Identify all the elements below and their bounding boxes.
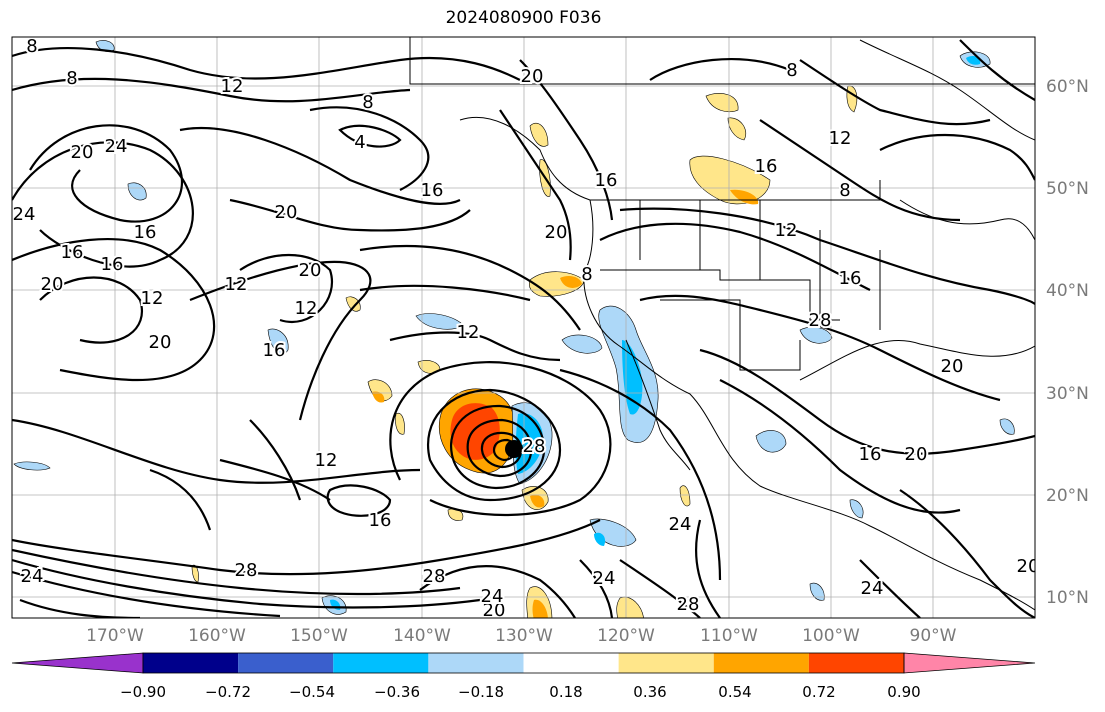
contour-label: 20: [275, 202, 298, 223]
lon-label: 90°W: [909, 626, 957, 646]
lon-label: 170°W: [86, 626, 144, 646]
colorbar: [11, 652, 1036, 674]
contour-label: 4: [354, 132, 365, 153]
colorbar-tick-label: −0.18: [458, 683, 504, 701]
contour-label: 24: [105, 136, 128, 157]
contour-label: 28: [809, 310, 832, 331]
contour-label: 8: [581, 264, 592, 285]
lat-label: 60°N: [1046, 77, 1089, 97]
contour-label: 24: [861, 578, 884, 599]
lon-label: 120°W: [597, 626, 655, 646]
colorbar-tick-label: −0.72: [205, 683, 251, 701]
contour-label: 28: [423, 566, 446, 587]
colorbar-cell: [808, 653, 904, 673]
contour-label: 12: [315, 450, 338, 471]
colorbar-tick-label: −0.54: [289, 683, 335, 701]
contour-label: 24: [593, 568, 616, 589]
colorbar-tick-label: 0.54: [718, 683, 752, 701]
colorbar-tick-label: 0.90: [887, 683, 921, 701]
map-title: 2024080900 F036: [445, 8, 602, 28]
contour-label: 16: [595, 170, 618, 191]
colorbar-cells: [11, 652, 1036, 674]
contour-label: 16: [134, 222, 157, 243]
colorbar-cell: [523, 653, 619, 673]
contour-lines: [12, 39, 1035, 618]
colorbar-cell: [333, 653, 429, 673]
contour-label: 16: [101, 254, 124, 275]
contour-labels: 8 8 12 8 20 4 20 24 16 16 20 24 16 20 12…: [12, 36, 1040, 621]
colorbar-tick-label: 0.18: [549, 683, 583, 701]
map-field: 8 8 12 8 20 4 20 24 16 16 20 24 16 20 12…: [12, 36, 1040, 621]
contour-label: 24: [669, 514, 692, 535]
contour-label: 8: [66, 68, 77, 89]
contour-label: 28: [523, 436, 546, 457]
colorbar-cell: [428, 653, 524, 673]
colorbar-cell: [713, 653, 809, 673]
cyclone-center-marker: [505, 440, 523, 458]
colorbar-tick-label: −0.90: [120, 683, 166, 701]
lon-label: 100°W: [802, 626, 860, 646]
colorbar-cell: [618, 653, 714, 673]
contour-label: 16: [61, 242, 84, 263]
contour-label: 20: [941, 356, 964, 377]
contour-label: 16: [263, 340, 286, 361]
contour-label: 20: [1017, 556, 1040, 577]
contour-label: 20: [299, 260, 322, 281]
contour-label: 16: [839, 268, 862, 289]
lon-label: 160°W: [188, 626, 246, 646]
contour-label: 16: [369, 510, 392, 531]
contour-label: 24: [481, 586, 504, 607]
contour-label: 12: [141, 288, 164, 309]
contour-label: 12: [225, 274, 248, 295]
contour-label: 12: [775, 220, 798, 241]
lat-lon-grid: [12, 37, 1035, 618]
map-frame: [11, 36, 1036, 619]
contour-label: 28: [235, 560, 258, 581]
colorbar-tick-label: 0.36: [633, 683, 667, 701]
contour-label: 20: [71, 142, 94, 163]
contour-label: 20: [149, 332, 172, 353]
lon-label: 150°W: [290, 626, 348, 646]
lat-label: 30°N: [1046, 384, 1089, 404]
contour-label: 8: [362, 92, 373, 113]
lat-label: 50°N: [1046, 179, 1089, 199]
lon-label: 130°W: [495, 626, 553, 646]
contour-label: 20: [545, 222, 568, 243]
contour-label: 24: [13, 204, 36, 225]
colorbar-frame: [142, 652, 905, 674]
lat-label: 20°N: [1046, 486, 1089, 506]
contour-label: 8: [786, 60, 797, 81]
colorbar-tick-label: 0.72: [802, 683, 836, 701]
colorbar-cell: [143, 653, 239, 673]
contour-label: 12: [829, 128, 852, 149]
lat-label: 40°N: [1046, 281, 1089, 301]
contour-label: 12: [221, 76, 244, 97]
colorbar-cell: [238, 653, 334, 673]
contour-label: 8: [839, 180, 850, 201]
colorbar-tick-label: −0.36: [374, 683, 420, 701]
lon-label: 140°W: [393, 626, 451, 646]
contour-label: 8: [26, 36, 37, 57]
contour-label: 16: [421, 180, 444, 201]
colorbar-extend-low: [11, 652, 144, 674]
shaded-field: [13, 40, 1015, 618]
contour-label: 24: [21, 566, 44, 587]
contour-label: 20: [521, 66, 544, 87]
contour-label: 12: [457, 322, 480, 343]
lat-label: 10°N: [1046, 588, 1089, 608]
lon-label: 110°W: [700, 626, 758, 646]
contour-label: 16: [859, 444, 882, 465]
contour-label: 12: [295, 298, 318, 319]
contour-label: 28: [677, 594, 700, 615]
contour-label: 20: [483, 600, 506, 621]
colorbar-extend-high: [903, 652, 1036, 674]
contour-label: 20: [905, 444, 928, 465]
contour-label: 16: [755, 156, 778, 177]
contour-label: 20: [41, 274, 64, 295]
